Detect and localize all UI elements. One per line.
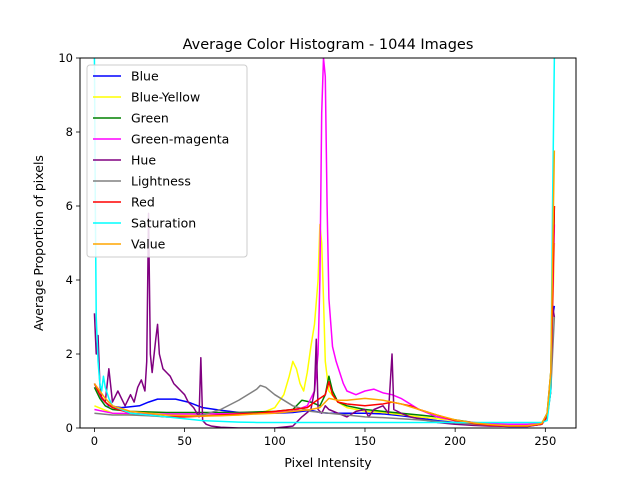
plot-frame <box>79 57 577 429</box>
y-tick-label: 8 <box>66 125 73 139</box>
y-tick-label: 2 <box>66 347 73 361</box>
series-line-hue <box>93 212 556 428</box>
legend-label: Red <box>131 195 155 210</box>
y-tick-label: 6 <box>66 199 73 213</box>
x-tick-label: 150 <box>354 434 376 448</box>
legend-label: Lightness <box>131 174 191 189</box>
y-tick-label: 10 <box>58 51 73 65</box>
legend-label: Blue-Yellow <box>131 90 200 105</box>
y-axis-ticks: 0 2 4 6 8 10 <box>58 51 80 435</box>
legend-label: Value <box>131 237 166 252</box>
y-axis-label: Average Proportion of pixels <box>31 155 46 331</box>
y-tick-label: 0 <box>66 421 73 435</box>
x-tick-label: 250 <box>534 434 556 448</box>
legend-label: Green <box>131 111 169 126</box>
x-tick-label: 200 <box>444 434 466 448</box>
series-layer <box>93 58 556 428</box>
x-tick-label: 100 <box>264 434 286 448</box>
legend-label: Saturation <box>131 216 196 231</box>
legend-label: Hue <box>131 153 156 168</box>
x-axis-ticks: 0 50 100 150 200 250 <box>91 428 556 448</box>
y-tick-label: 4 <box>66 273 73 287</box>
legend-label: Green-magenta <box>131 132 229 147</box>
series-line-value <box>93 150 556 427</box>
legend: Blue Blue-Yellow Green Green-magenta Hue Ligh… <box>86 64 248 258</box>
chart-title: Average Color Histogram - 1044 Images <box>183 37 474 53</box>
legend-label: Blue <box>131 69 159 84</box>
x-axis-label: Pixel Intensity <box>284 455 372 470</box>
x-tick-label: 0 <box>91 434 98 448</box>
x-tick-label: 50 <box>177 434 192 448</box>
legend-box <box>86 64 248 258</box>
series-line-saturation <box>93 58 556 424</box>
